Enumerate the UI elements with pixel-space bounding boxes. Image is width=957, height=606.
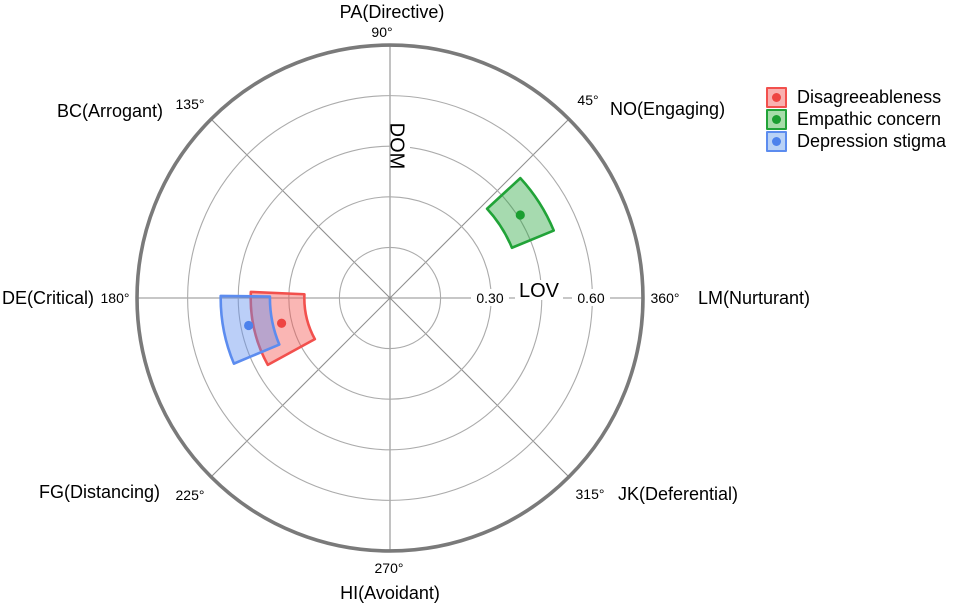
tick-label-backdrop <box>471 289 509 306</box>
dom-axis-title: DOM <box>386 123 408 170</box>
octant-label-bc: BC(Arrogant) <box>57 101 163 121</box>
radial-tick-060: 0.60 <box>577 290 604 306</box>
angle-tick-90: 90° <box>371 24 392 40</box>
axis-title-backdrop <box>515 280 563 300</box>
legend-dot-red <box>772 93 781 102</box>
legend-item-depression-stigma: Depression stigma <box>766 131 946 152</box>
octant-label-fg: FG(Distancing) <box>39 482 160 502</box>
legend-item-disagreeableness: Disagreeableness <box>766 87 946 108</box>
angle-tick-225: 225° <box>176 487 205 503</box>
ci-patch-disagreeableness <box>249 290 317 367</box>
grid-spoke <box>210 118 570 478</box>
octant-label-no: NO(Engaging) <box>610 99 725 119</box>
angle-tick-180: 180° <box>101 290 130 306</box>
axis-title-backdrop <box>391 123 410 170</box>
legend-label: Depression stigma <box>797 131 947 151</box>
legend-dot-green <box>772 115 781 124</box>
angle-tick-270: 270° <box>375 560 404 576</box>
legend-label: Disagreeableness <box>797 87 942 107</box>
octant-label-lm: LM(Nurturant) <box>698 288 810 308</box>
octant-label-hi: HI(Avoidant) <box>340 583 440 603</box>
radial-tick-030: 0.30 <box>476 290 503 306</box>
angle-tick-360: 360° <box>651 290 680 306</box>
octant-label-de: DE(Critical) <box>2 288 94 308</box>
legend-dot-blue <box>772 137 781 146</box>
legend-swatch-red <box>766 87 787 108</box>
legend-label: Empathic concern <box>797 109 942 129</box>
grid-ring <box>338 246 442 350</box>
outer-circle <box>135 43 645 553</box>
mean-dot-depression-stigma <box>244 320 254 331</box>
tick-label-backdrop <box>572 289 610 306</box>
mean-dot-empathic-concern <box>515 210 525 220</box>
series-patches <box>219 176 556 367</box>
angle-tick-45: 45° <box>577 92 598 108</box>
octant-label-pa: PA(Directive) <box>340 2 445 22</box>
legend-swatch-green <box>766 109 787 130</box>
legend: Disagreeableness Empathic concern Depres… <box>766 87 946 153</box>
legend-swatch-blue <box>766 131 787 152</box>
legend-item-empathic-concern: Empathic concern <box>766 109 946 130</box>
lov-axis-title: LOV <box>519 280 560 302</box>
angle-tick-135: 135° <box>176 96 205 112</box>
octant-label-jk: JK(Deferential) <box>618 484 738 504</box>
mean-dot-disagreeableness <box>276 318 287 328</box>
angle-tick-315: 315° <box>576 486 605 502</box>
polar-grid <box>135 43 645 553</box>
